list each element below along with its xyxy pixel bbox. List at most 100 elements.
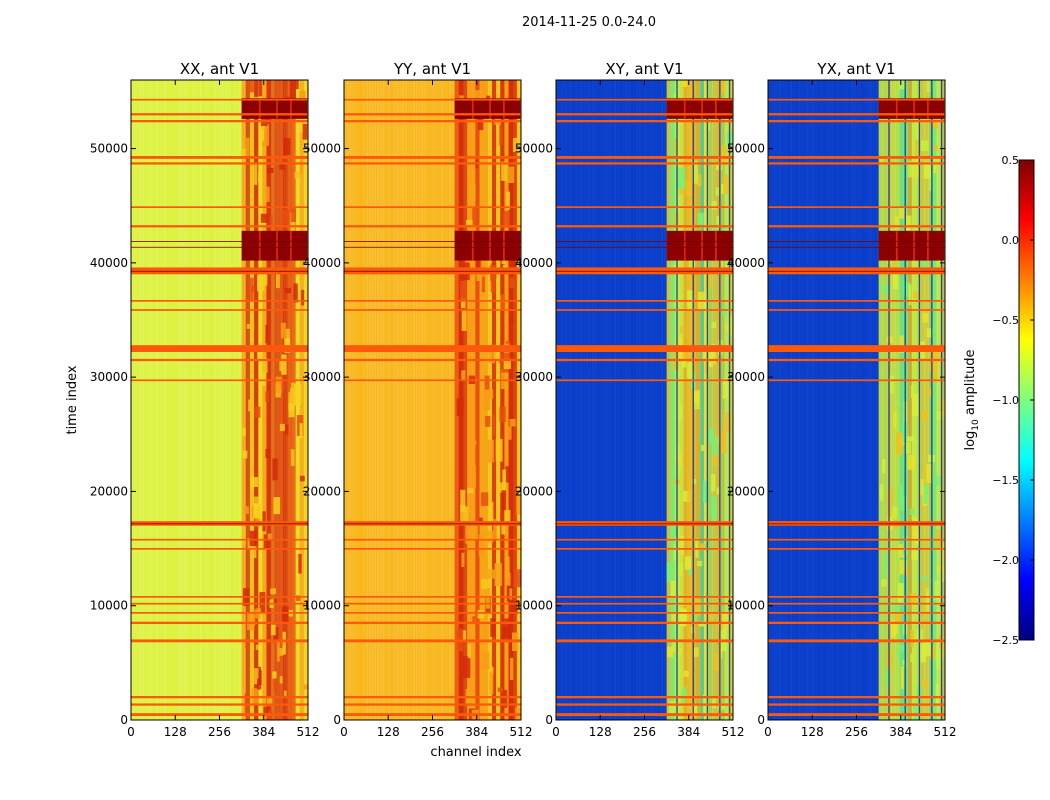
channel-stripe	[147, 80, 150, 720]
signal-blob	[248, 277, 254, 301]
signal-blob	[673, 211, 679, 230]
signal-blob	[675, 405, 683, 420]
signal-column	[708, 80, 713, 720]
x-tick-label: 128	[801, 725, 824, 739]
signal-blob	[464, 506, 469, 526]
rfi-band	[768, 696, 945, 699]
panel-image	[344, 80, 521, 720]
saturated-block	[878, 98, 945, 119]
channel-stripe	[875, 80, 878, 720]
channel-stripe	[363, 80, 366, 720]
x-tick-label: 128	[164, 725, 187, 739]
channel-stripe	[432, 80, 435, 720]
signal-blob	[484, 375, 490, 391]
channel-stripe	[848, 80, 851, 720]
signal-blob	[463, 656, 471, 679]
signal-blob	[499, 482, 505, 493]
rfi-band	[131, 621, 308, 624]
signal-blob	[250, 477, 259, 487]
gap-column	[676, 80, 678, 720]
x-tick-label: 512	[934, 725, 957, 739]
signal-blob	[466, 219, 473, 226]
channel-stripe	[131, 80, 133, 720]
signal-blob	[679, 326, 684, 333]
saturated-gap	[489, 98, 491, 119]
signal-blob	[493, 519, 498, 540]
x-tick-label: 256	[421, 725, 444, 739]
saturated-block	[666, 98, 733, 119]
channel-stripe	[166, 80, 169, 720]
channel-stripe	[663, 80, 666, 720]
channel-stripe	[776, 80, 779, 720]
channel-stripe	[443, 80, 446, 720]
signal-blob	[932, 348, 940, 361]
signal-blob	[681, 80, 688, 87]
channel-stripe	[826, 80, 828, 720]
signal-blob	[505, 572, 511, 586]
channel-stripe	[809, 80, 812, 720]
signal-blob	[895, 432, 903, 455]
rfi-band	[131, 538, 308, 541]
rfi-band	[131, 596, 308, 598]
signal-blob	[251, 609, 256, 626]
signal-blob	[703, 480, 709, 503]
rfi-line	[556, 241, 733, 242]
channel-stripe	[346, 80, 349, 720]
gap-column	[888, 80, 890, 720]
signal-column	[891, 80, 896, 720]
x-tick-label: 384	[677, 725, 700, 739]
channel-stripe	[393, 80, 396, 720]
channel-stripe	[564, 80, 567, 720]
channel-stripe	[630, 80, 633, 720]
rfi-band	[344, 225, 521, 228]
panel-2: YY, ant V1 0 128 256 384 512 0 10000 20000 30000 4…	[303, 60, 533, 739]
signal-blob	[711, 322, 717, 329]
rfi-band	[768, 206, 945, 208]
rfi-line	[131, 241, 308, 242]
channel-stripe	[349, 80, 352, 720]
channel-stripe	[385, 80, 388, 720]
signal-blob	[679, 186, 683, 195]
channel-stripe	[158, 80, 161, 720]
channel-stripe	[845, 80, 848, 720]
channel-stripe	[169, 80, 172, 720]
signal-blob	[477, 609, 485, 619]
signal-blob	[719, 430, 727, 454]
channel-stripe	[569, 80, 572, 720]
signal-blob	[272, 671, 277, 679]
rfi-band	[344, 713, 521, 716]
saturated-block	[241, 98, 308, 119]
channel-stripe	[591, 80, 594, 720]
signal-blob	[487, 569, 496, 579]
signal-column	[720, 80, 726, 720]
channel-stripe	[790, 80, 793, 720]
signal-blob	[691, 705, 698, 717]
rfi-band	[131, 98, 308, 101]
channel-stripe	[164, 80, 167, 720]
signal-blob	[711, 474, 716, 492]
saturated-gap	[258, 230, 261, 261]
signal-blob	[501, 490, 507, 511]
signal-blob	[506, 584, 511, 602]
signal-blob	[898, 544, 906, 558]
signal-blob	[499, 124, 503, 146]
signal-blob	[910, 385, 914, 398]
signal-blob	[899, 335, 904, 354]
saturated-gap	[503, 98, 505, 119]
signal-blob	[510, 657, 514, 681]
gap-column	[692, 80, 694, 720]
signal-blob	[933, 157, 937, 173]
rfi-band	[768, 379, 945, 382]
signal-blob	[263, 534, 269, 550]
x-axis-label: channel index	[430, 745, 521, 760]
channel-stripe	[608, 80, 611, 720]
channel-stripe	[139, 80, 142, 720]
signal-column	[500, 80, 505, 720]
signal-blob	[456, 398, 464, 416]
signal-blob	[894, 216, 899, 229]
signal-blob	[906, 436, 915, 442]
channel-stripe	[850, 80, 853, 720]
signal-blob	[295, 80, 299, 90]
signal-blob	[262, 358, 268, 373]
signal-blob	[681, 359, 687, 368]
